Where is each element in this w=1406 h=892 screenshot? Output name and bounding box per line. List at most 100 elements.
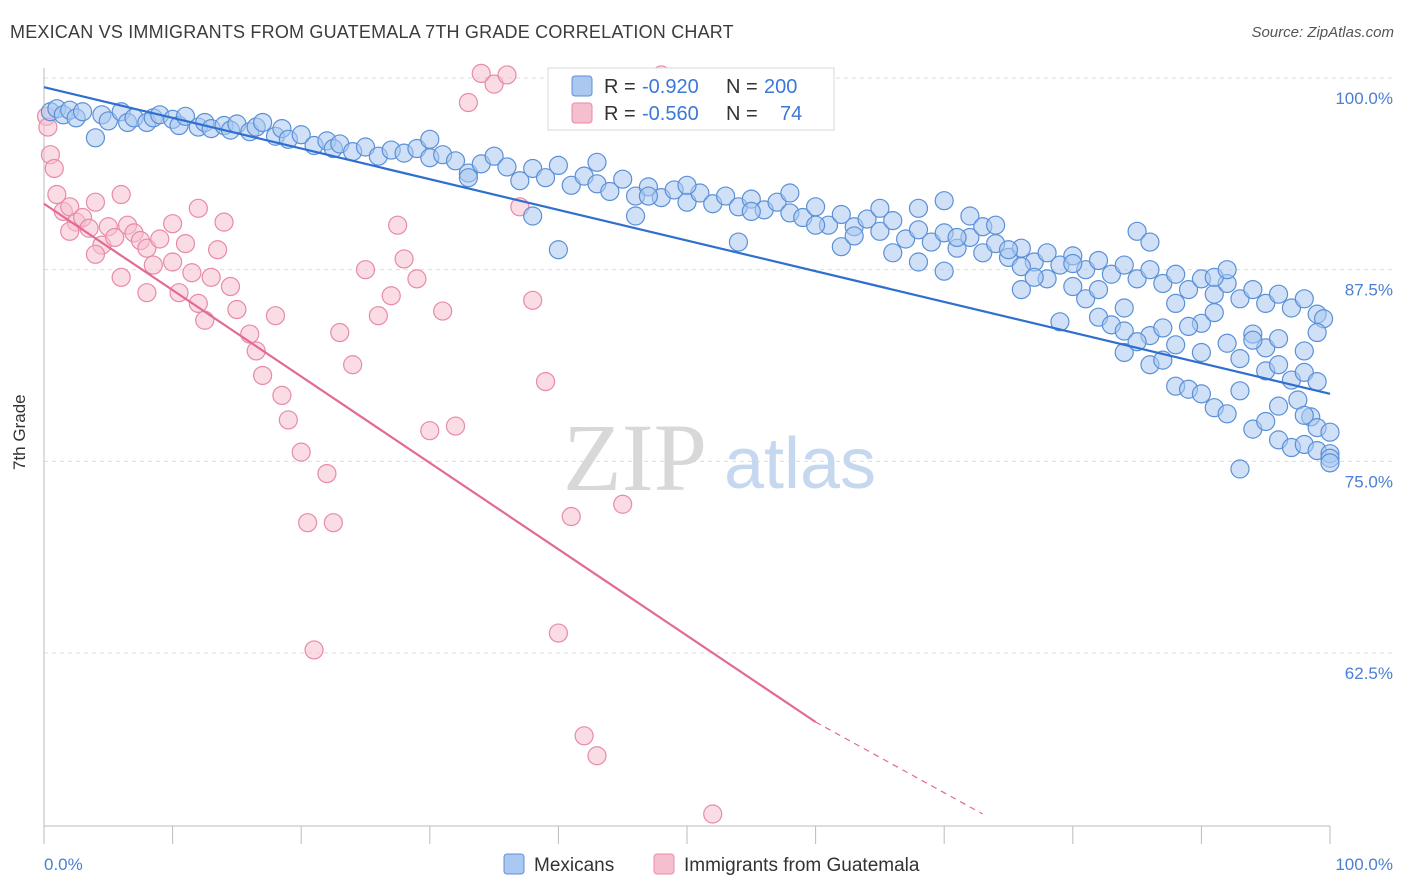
point-mexicans: [986, 215, 1006, 235]
point-mexicans: [1230, 349, 1250, 369]
point-mexicans: [908, 198, 929, 218]
y-tick-label: 62.5%: [1345, 664, 1393, 683]
point-mexicans: [1088, 280, 1109, 300]
point-guatemala: [304, 640, 324, 660]
legend-r-value-1: -0.920: [642, 76, 699, 98]
point-guatemala: [291, 442, 311, 462]
x-tick-label-min: 0.0%: [44, 855, 83, 874]
point-mexicans: [72, 102, 93, 122]
grid-lines: [44, 77, 1394, 654]
point-guatemala: [220, 276, 241, 297]
watermark-atlas: atlas: [724, 424, 876, 504]
point-guatemala: [150, 229, 170, 249]
point-mexicans: [1230, 459, 1250, 479]
point-mexicans: [458, 168, 478, 188]
point-mexicans: [728, 232, 749, 252]
point-mexicans: [1243, 330, 1263, 350]
point-mexicans: [625, 206, 646, 226]
point-mexicans: [960, 206, 980, 226]
point-mexicans: [1114, 298, 1134, 318]
point-guatemala: [175, 234, 196, 254]
point-mexicans: [1011, 280, 1031, 300]
svg-text:Immigrants from Guatemala: Immigrants from Guatemala: [684, 855, 920, 876]
point-mexicans: [1320, 422, 1340, 442]
point-mexicans: [908, 252, 929, 272]
bottom-legend: Mexicans Immigrants from Guatemala: [503, 853, 920, 876]
legend-n-value-1: 200: [764, 76, 797, 98]
point-guatemala: [227, 299, 247, 320]
svg-text:N =: N =: [726, 76, 758, 98]
point-mexicans: [1114, 342, 1134, 363]
point-mexicans: [780, 183, 800, 203]
bottom-legend-guatemala: Immigrants from Guatemala: [684, 855, 920, 876]
point-guatemala: [298, 513, 318, 533]
point-mexicans: [1243, 280, 1263, 300]
trend-line-guatemala: [43, 202, 817, 723]
point-mexicans: [1191, 342, 1212, 363]
svg-text:200: 200: [764, 76, 797, 98]
point-mexicans: [908, 220, 929, 240]
point-guatemala: [111, 184, 131, 205]
point-guatemala: [44, 158, 64, 179]
point-mexicans: [1268, 355, 1289, 375]
axes: [43, 68, 1331, 844]
svg-text:-0.560: -0.560: [642, 103, 699, 125]
point-mexicans: [883, 211, 903, 231]
point-mexicans: [805, 215, 826, 235]
trend-line-guatemala-extension: [815, 721, 984, 815]
point-guatemala: [381, 286, 401, 306]
point-guatemala: [246, 341, 266, 361]
point-mexicans: [870, 221, 890, 241]
point-guatemala: [548, 623, 569, 643]
y-tick-label: 87.5%: [1345, 281, 1393, 300]
point-guatemala: [407, 269, 427, 289]
bottom-legend-mexicans: Mexicans: [534, 855, 614, 876]
point-guatemala: [458, 92, 478, 113]
svg-text:N =: N =: [726, 103, 758, 125]
point-mexicans: [523, 206, 543, 226]
point-guatemala: [323, 513, 343, 533]
point-guatemala: [201, 267, 221, 287]
data-points: [36, 63, 1340, 824]
legend-r-value-2: -0.560: [642, 103, 699, 125]
point-guatemala: [561, 506, 581, 527]
trend-line-mexicans: [43, 86, 1331, 395]
point-mexicans: [548, 240, 569, 260]
svg-text:R =: R =: [604, 76, 636, 98]
point-mexicans: [844, 226, 864, 246]
point-mexicans: [1088, 250, 1109, 271]
point-mexicans: [1063, 253, 1083, 274]
point-mexicans: [1050, 312, 1070, 332]
legend: R = -0.920 N = 200 R = -0.560 N = 74: [547, 67, 835, 131]
point-mexicans: [947, 227, 967, 248]
point-guatemala: [613, 494, 633, 514]
point-mexicans: [1140, 232, 1160, 252]
point-mexicans: [600, 181, 620, 202]
legend-n-value-2: 74: [780, 103, 802, 125]
svg-text:-0.920: -0.920: [642, 76, 699, 98]
point-mexicans: [1063, 276, 1083, 297]
point-mexicans: [1256, 411, 1276, 432]
svg-text:74: 74: [780, 103, 802, 125]
point-guatemala: [420, 421, 440, 441]
point-guatemala: [253, 365, 273, 386]
point-mexicans: [1114, 321, 1134, 341]
legend-n-label-1: N =: [726, 76, 758, 98]
point-mexicans: [1230, 381, 1250, 401]
point-guatemala: [214, 212, 234, 232]
point-mexicans: [1166, 293, 1186, 313]
point-mexicans: [1178, 316, 1199, 336]
point-mexicans: [1153, 318, 1173, 338]
point-mexicans: [998, 240, 1019, 260]
point-guatemala: [143, 255, 163, 275]
point-mexicans: [510, 171, 530, 191]
point-guatemala: [317, 464, 337, 484]
point-guatemala: [278, 410, 298, 430]
point-guatemala: [111, 267, 131, 287]
point-mexicans: [1166, 264, 1186, 284]
point-guatemala: [587, 746, 607, 766]
point-guatemala: [355, 260, 376, 280]
point-guatemala: [188, 198, 208, 218]
point-mexicans: [497, 157, 517, 177]
bottom-legend-swatch-guatemala: [653, 853, 675, 875]
